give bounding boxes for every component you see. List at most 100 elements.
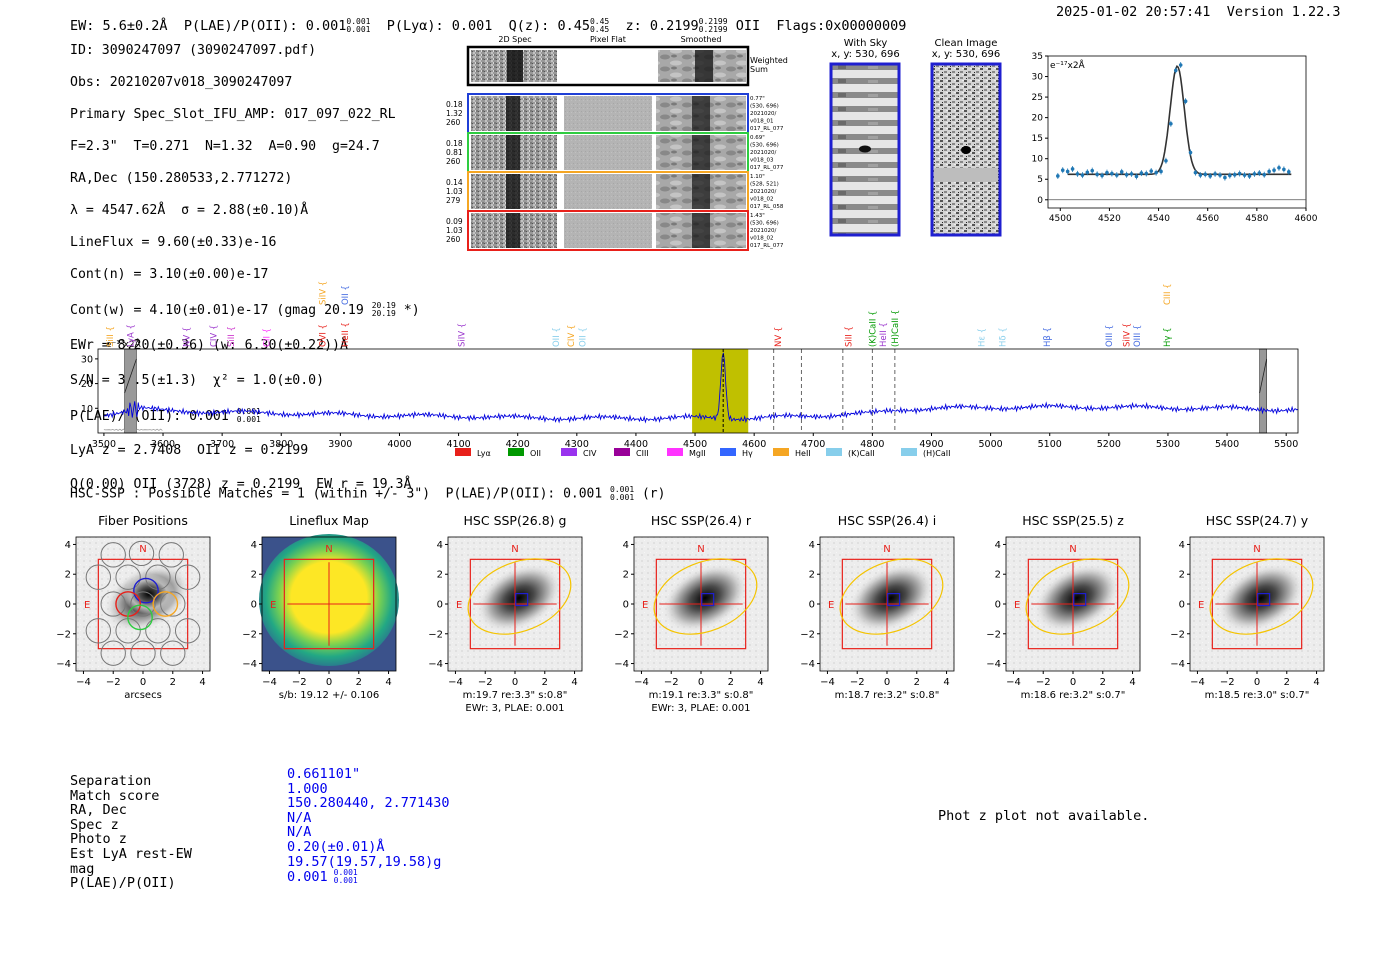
spectrum-legend-swatch [614, 448, 630, 456]
spectrum-units-label: e⁻¹⁷x2Å [106, 338, 142, 350]
full-spectrum-chart: 3500 3600 3700 3800 3900 4000 4100 4200 4300 4400… [81, 281, 1299, 458]
spectrum-legend-entry: CIV [561, 448, 597, 458]
panel-y-tick-label: 4 [1179, 540, 1185, 551]
zoom-data-point [1237, 171, 1242, 176]
match-label: Spec z [70, 816, 119, 833]
galaxy-blob [1034, 563, 1120, 633]
spectrum-legend-swatch [508, 448, 524, 456]
zoom-data-point [1247, 174, 1252, 178]
panel-x-tick-label: 0 [140, 677, 146, 688]
panel-y-tick-label: 0 [623, 600, 629, 611]
spectrum-line-marker: CIV { [567, 325, 577, 347]
zoom-data-point [1178, 63, 1183, 67]
zoom-data-point [1090, 168, 1095, 173]
zoom-data-point [1257, 171, 1262, 175]
match-value: 150.280440, 2.771430 [287, 795, 450, 812]
spectrum-line-marker: HeII { [341, 322, 351, 347]
header-flags: Flags:0x00000009 [776, 18, 907, 34]
panel-x-tick-label: −2 [106, 677, 121, 688]
zoom-data-point [1065, 169, 1070, 174]
galaxy-blob [1218, 563, 1304, 633]
panel-x-tick-label: 4 [199, 677, 205, 688]
image-panel-caption-2: EWr: 3, PLAE: 0.001 [651, 703, 750, 714]
spectrum-legend-entry: Hγ [720, 448, 753, 458]
cutout-flat [564, 135, 652, 170]
cutout-smoothed-line [692, 135, 710, 170]
zoom-x-tick-label: 4520 [1098, 214, 1121, 224]
spectrum-line-marker: OIII { [1105, 325, 1115, 347]
spectrum-legend-entry: HeII [773, 448, 811, 458]
panel-y-tick-label: 4 [623, 540, 629, 551]
cutout-smoothed-line [692, 174, 710, 209]
spectrum-legend-label: OII [530, 449, 541, 458]
panel-y-tick-label: 4 [995, 540, 1001, 551]
info-contw-end: *) [403, 303, 420, 318]
image-panel-title: HSC SSP(26.8) g [464, 513, 567, 528]
spectrum-line-marker: Hβ { [1043, 327, 1053, 347]
east-marker: E [642, 600, 648, 611]
panel-y-tick-label: 0 [65, 600, 71, 611]
zoom-y-tick-label: 20 [1032, 114, 1044, 124]
match-box [515, 592, 529, 607]
panel-x-tick-label: −4 [1190, 677, 1205, 688]
fiber-circle-highlight [127, 604, 153, 631]
spectrum-flux-line [103, 352, 1299, 424]
zoom-data-point [1277, 165, 1281, 170]
image-panel-title: HSC SSP(26.4) r [651, 513, 752, 528]
panel-x-tick-label: −4 [634, 677, 649, 688]
panel-y-tick-label: 0 [995, 600, 1001, 611]
spectrum-legend-swatch [561, 448, 577, 456]
zoom-data-point [1080, 173, 1085, 177]
cutout-right-value: 017_RL_077 [750, 165, 784, 171]
panel-y-tick-label: −4 [614, 659, 629, 670]
spectrum-masked-hatch [124, 358, 137, 394]
cutout-right-value: 017_RL_077 [750, 126, 784, 132]
weighted-sum-label-2: Sum [750, 65, 768, 74]
image-panel-caption: m:19.7 re:3.3" s:0.8" [463, 690, 568, 701]
spectrum-legend-entry: Lyα [455, 448, 491, 458]
image-panel-title: HSC SSP(24.7) y [1206, 513, 1309, 528]
info-contw-bounds: 20.19 20.19 [371, 301, 396, 318]
search-box [469, 558, 561, 650]
image-panel: Fiber Positions N E −4 −2 0 2 4 4 2 0 −2 −4 arcsecs [56, 513, 211, 701]
panel-x-tick-label: 4 [571, 677, 577, 688]
panel-x-tick-label: −2 [664, 677, 679, 688]
zoom-data-point [1173, 68, 1178, 73]
clean-image [930, 62, 1002, 237]
east-marker: E [456, 600, 462, 611]
north-marker: N [325, 544, 332, 555]
spectrum-masked-hatch [1259, 358, 1268, 394]
zoom-data-point [1159, 169, 1163, 174]
panel-x-tick-label: 4 [385, 677, 391, 688]
spectrum-x-tick-label: 4000 [387, 439, 411, 450]
cutout-smoothed-line [692, 213, 710, 248]
zoom-data-point [1282, 167, 1286, 172]
cutout-right-value: 2021020/ [750, 189, 776, 195]
spectrum-legend-label: MgII [689, 449, 706, 458]
spectrum-cutouts: 2D Spec Pixel Flat Smoothed Weighted Sum… [446, 35, 788, 251]
header-z-line: OII [735, 18, 761, 34]
fiber-circle [145, 618, 171, 644]
spectrum-line-marker: CIII { [1163, 283, 1173, 305]
cutout-right-value: 2021020/ [750, 111, 776, 117]
panel-y-tick-label: 0 [437, 600, 443, 611]
zoom-data-point [1218, 173, 1222, 177]
zoom-data-point [1105, 170, 1109, 175]
cutout-left-value: 279 [446, 196, 461, 205]
zoom-data-point [1110, 171, 1114, 176]
panel-x-tick-label: 0 [326, 677, 332, 688]
panel-x-tick-label: 2 [1284, 677, 1290, 688]
cutout-right-value: v018_03 [750, 158, 774, 164]
zoom-data-point [1144, 171, 1149, 176]
cutout-right-value: v018_02 [750, 236, 774, 242]
zoom-units-label: e⁻¹⁷x2Å [1050, 59, 1086, 71]
cutout-frame [467, 210, 749, 251]
header-version: Version 1.22.3 [1226, 4, 1341, 20]
zoom-data-point [1169, 121, 1173, 126]
spectrum-masked-region [1259, 348, 1267, 434]
cutout-left-value: 0.81 [446, 148, 463, 157]
cutout-right-value: 2021020/ [750, 150, 776, 156]
